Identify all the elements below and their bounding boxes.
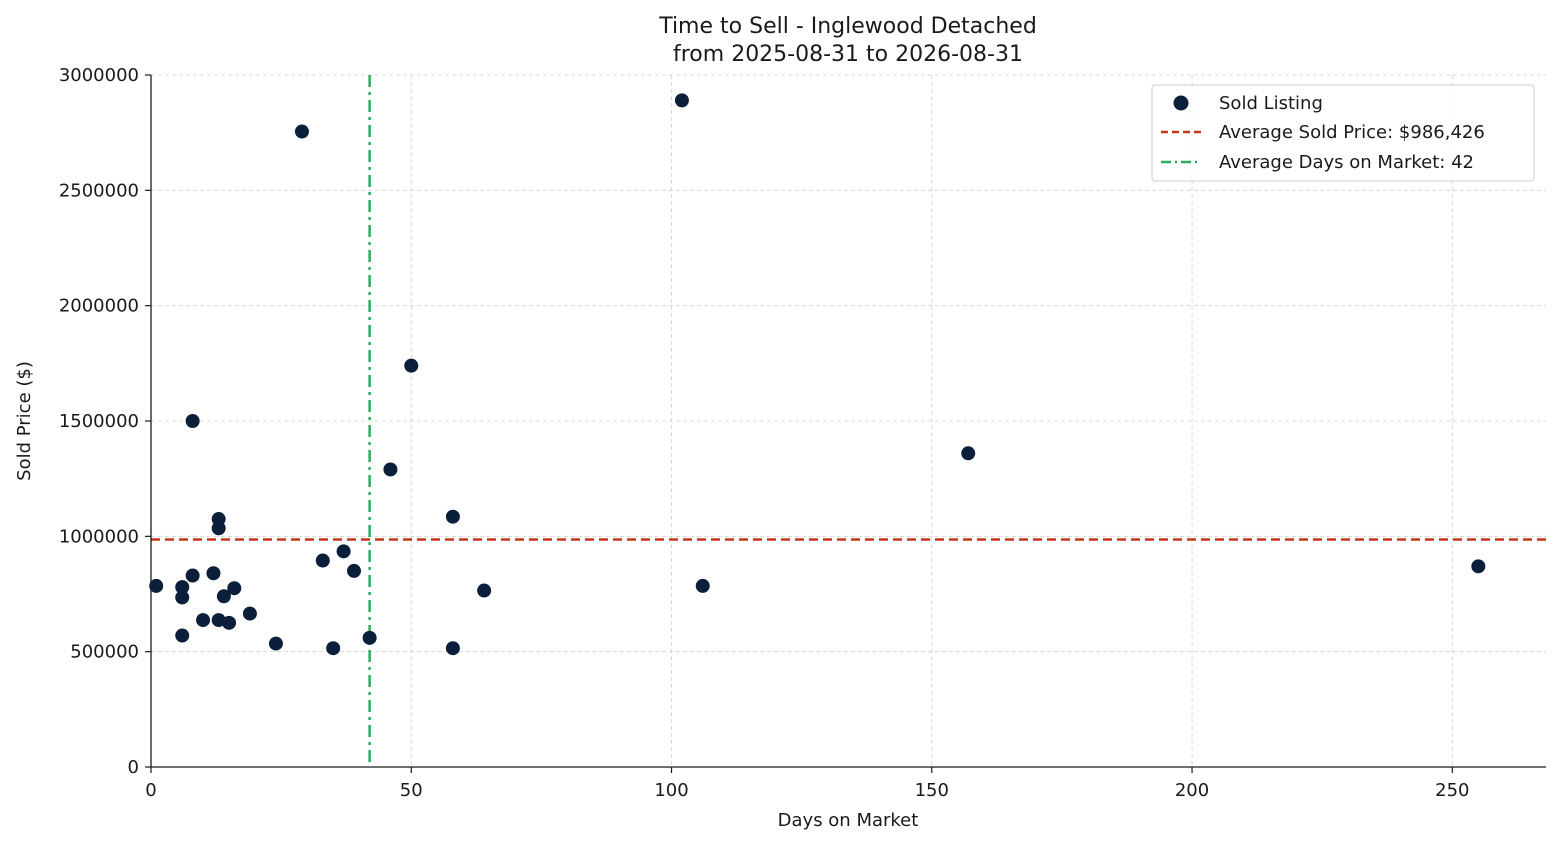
- chart-title: Time to Sell - Inglewood Detached: [658, 14, 1037, 39]
- data-point: [362, 630, 377, 645]
- chart-subtitle: from 2025-08-31 to 2026-08-31: [673, 42, 1023, 67]
- data-point: [242, 606, 257, 621]
- data-point: [404, 358, 419, 373]
- y-tick-label: 2500000: [59, 180, 139, 201]
- data-point: [206, 566, 221, 581]
- data-point: [175, 628, 190, 643]
- data-point: [175, 580, 190, 595]
- x-tick-label: 150: [915, 780, 949, 801]
- data-point: [149, 578, 164, 593]
- legend-label-sold-listing: Sold Listing: [1219, 93, 1323, 114]
- y-tick-label: 1500000: [59, 411, 139, 432]
- data-point: [216, 589, 231, 604]
- data-point: [196, 613, 211, 628]
- data-point: [695, 578, 710, 593]
- x-tick-label: 100: [654, 780, 688, 801]
- data-point: [445, 641, 460, 656]
- legend: Sold Listing Average Sold Price: $986,42…: [1151, 84, 1535, 182]
- data-point: [227, 581, 242, 596]
- y-tick-label: 2000000: [59, 296, 139, 317]
- data-point: [185, 568, 200, 583]
- legend-label-average-days: Average Days on Market: 42: [1219, 152, 1474, 173]
- y-tick-label: 0: [128, 757, 139, 778]
- x-tick-label: 50: [400, 780, 423, 801]
- data-point: [315, 553, 330, 568]
- legend-label-average-price: Average Sold Price: $986,426: [1219, 122, 1485, 143]
- data-point: [336, 544, 351, 559]
- reference-lines: [151, 75, 1546, 767]
- ticks: 0 50 100 150 200 250 0 500000 1000000 1500000 2000…: [59, 65, 1470, 801]
- data-point: [268, 636, 283, 651]
- x-tick-label: 0: [145, 780, 156, 801]
- data-point: [961, 446, 976, 461]
- data-point: [175, 590, 190, 605]
- data-point: [222, 615, 237, 630]
- data-point: [674, 93, 689, 108]
- y-tick-label: 1000000: [59, 526, 139, 547]
- legend-marker-sold-listing: [1173, 95, 1189, 111]
- legend-box: [1151, 84, 1535, 182]
- x-tick-label: 250: [1435, 780, 1469, 801]
- data-point: [211, 521, 226, 536]
- y-axis-label: Sold Price ($): [14, 361, 35, 481]
- data-point: [185, 414, 200, 428]
- data-point: [347, 563, 362, 578]
- y-tick-label: 500000: [70, 642, 139, 663]
- data-point: [294, 124, 309, 139]
- data-points: [149, 93, 1486, 656]
- data-point: [445, 509, 460, 524]
- data-point: [1471, 559, 1486, 574]
- x-axis-label: Days on Market: [778, 810, 919, 831]
- data-point: [383, 462, 398, 477]
- x-tick-label: 200: [1175, 780, 1209, 801]
- data-point: [326, 641, 341, 656]
- data-point: [477, 583, 492, 598]
- y-tick-label: 3000000: [59, 65, 139, 86]
